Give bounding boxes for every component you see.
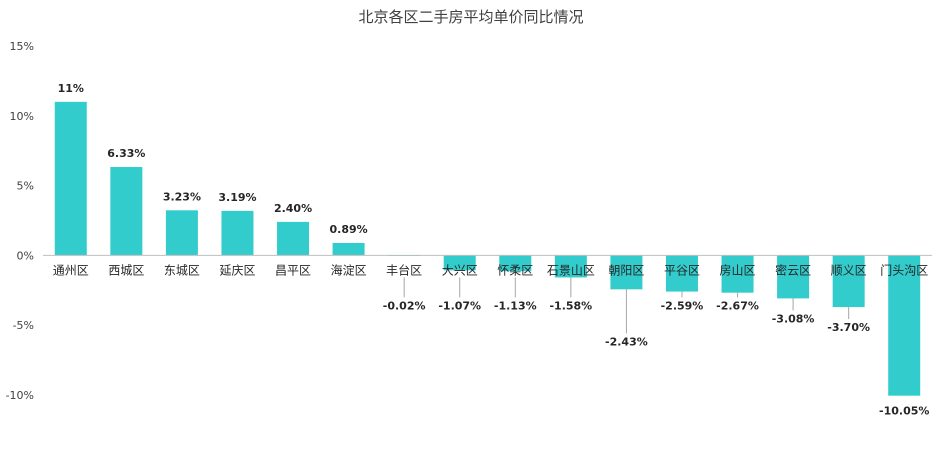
data-label: -2.59% [661, 299, 704, 312]
data-label: -0.02% [383, 299, 426, 312]
category-label: 通州区 [53, 263, 89, 277]
category-label: 平谷区 [664, 263, 700, 277]
data-label: -2.67% [716, 299, 759, 312]
y-tick-label: 15% [10, 40, 34, 53]
category-label: 石景山区 [547, 263, 595, 277]
data-label: -1.13% [494, 299, 537, 312]
category-label: 昌平区 [275, 263, 311, 277]
bar [110, 167, 143, 256]
y-tick-label: -10% [6, 389, 34, 402]
data-label: 3.19% [218, 191, 256, 204]
bar [332, 242, 365, 256]
category-label: 房山区 [720, 262, 756, 277]
chart-title: 北京各区二手房平均单价同比情况 [358, 8, 583, 26]
category-label: 顺义区 [831, 263, 867, 277]
y-tick-label: 10% [10, 110, 34, 123]
data-label: -2.43% [605, 335, 648, 348]
data-label: 3.23% [163, 190, 201, 203]
bar [721, 255, 754, 293]
category-label: 大兴区 [442, 263, 478, 277]
category-label: 延庆区 [219, 263, 255, 277]
bar [54, 101, 87, 256]
data-label: 2.40% [274, 202, 312, 215]
data-label: -1.58% [549, 299, 592, 312]
bar [610, 255, 643, 290]
data-label: 11% [58, 82, 84, 95]
bar [665, 255, 698, 292]
y-tick-label: 0% [17, 249, 34, 262]
category-label: 朝阳区 [608, 263, 644, 277]
bar [221, 210, 254, 256]
y-axis: 15% 10% 5% 0% -5% -10% [6, 40, 34, 402]
data-label: -1.07% [438, 299, 481, 312]
data-label: 0.89% [330, 223, 368, 236]
bar [832, 255, 865, 308]
category-label: 门头沟区 [880, 262, 928, 277]
bar [443, 255, 476, 271]
data-label: 6.33% [107, 147, 145, 160]
bar [165, 210, 198, 256]
data-label: -3.70% [827, 321, 870, 334]
category-label: 西城区 [108, 263, 144, 277]
bar [777, 255, 810, 299]
y-tick-label: 5% [17, 180, 34, 193]
bar [277, 221, 310, 256]
data-label: -3.08% [772, 312, 815, 325]
bar [499, 255, 532, 272]
data-label: -10.05% [879, 405, 929, 418]
category-label: 海淀区 [331, 262, 367, 277]
leader-lines [403, 277, 850, 334]
category-label: 密云区 [775, 262, 811, 277]
category-label: 东城区 [164, 263, 200, 277]
bars-group [54, 101, 921, 396]
data-labels: 11% 6.33% 3.23% 3.19% 2.40% 0.89% -0.02% -1.07%… [58, 82, 930, 418]
category-label: 怀柔区 [497, 263, 533, 277]
category-label: 丰台区 [386, 262, 422, 277]
y-tick-label: -5% [13, 319, 34, 332]
category-labels: 通州区 西城区 东城区 延庆区 昌平区 海淀区 丰台区 大兴区 怀柔区 石景山区 朝阳区 平谷区 房山区… [53, 262, 928, 277]
bar [554, 255, 587, 278]
bar [888, 255, 921, 396]
